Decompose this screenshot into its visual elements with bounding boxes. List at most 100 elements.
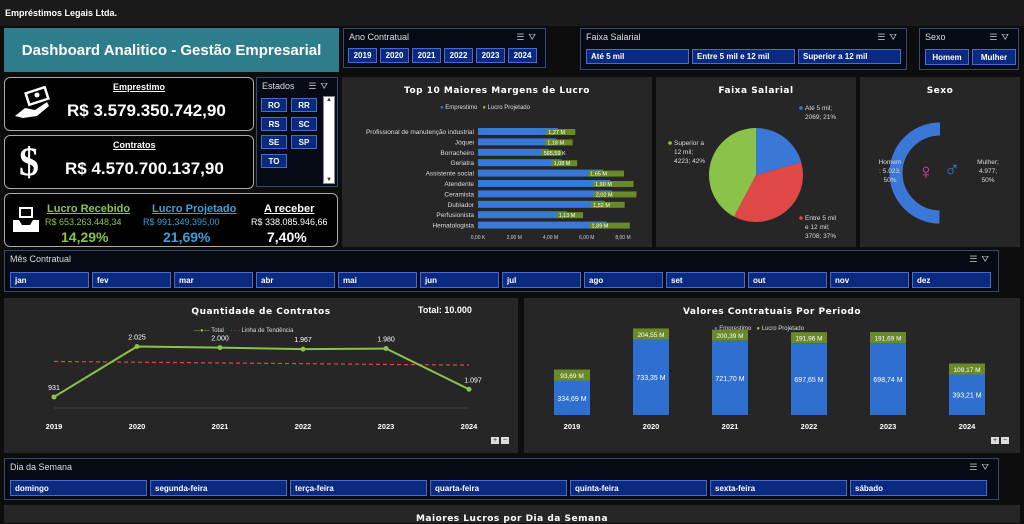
faixa-button-entre-5-mil-e-12-mil[interactable]: Entre 5 mil e 12 mil [692, 49, 795, 64]
ano-button-2024[interactable]: 2024 [508, 48, 537, 63]
ano-button-2022[interactable]: 2022 [444, 48, 473, 63]
mes-button-jun[interactable]: jun [420, 272, 499, 288]
multiselect-filter-icon[interactable]: ☰⛛ [308, 80, 332, 91]
estados-slicer: Estados ☰⛛ ▲ ▼ [256, 77, 338, 187]
estado-button-se[interactable]: SE [261, 135, 287, 149]
x-tick-label: 2021 [722, 422, 739, 431]
data-label: 1,08 M [554, 161, 571, 167]
slicer-scrollbar[interactable]: ▲ ▼ [323, 96, 335, 184]
pie-label: 4223; 42% [674, 158, 705, 165]
a-receber-label: A receber [264, 203, 315, 215]
mes-button-mai[interactable]: mai [338, 272, 417, 288]
data-label: 2.000 [211, 336, 229, 343]
dia-button-sexta-feira[interactable]: sexta-feira [710, 480, 847, 496]
category-label: Atendente [444, 181, 474, 188]
multiselect-filter-icon[interactable]: ☰⛛ [989, 31, 1013, 42]
estado-button-rr[interactable]: RR [291, 98, 317, 112]
donut-label: Mulher; [977, 159, 999, 166]
zoom-buttons[interactable]: + − [991, 437, 1010, 444]
estado-button-rs[interactable]: RS [261, 117, 287, 131]
mes-button-fev[interactable]: fev [92, 272, 171, 288]
top10-chart: Profissional de manutenção industrial 1,2… [366, 128, 637, 241]
ano-button-2020[interactable]: 2020 [380, 48, 409, 63]
zoom-buttons[interactable]: + − [491, 437, 510, 444]
ano-button-2021[interactable]: 2021 [412, 48, 441, 63]
mes-button-jul[interactable]: jul [502, 272, 581, 288]
dia-button-s-bado[interactable]: sábado [850, 480, 987, 496]
estado-button-to[interactable]: TO [261, 154, 287, 168]
expand-icon[interactable]: + [991, 437, 1000, 444]
legend-lucro: Lucro Projetado [761, 326, 804, 332]
x-tick-label: 8,00 M [615, 235, 630, 241]
x-tick-label: 2,00 M [507, 235, 522, 241]
slicer-title: Estados [262, 81, 295, 91]
multiselect-filter-icon[interactable]: ☰⛛ [969, 461, 993, 472]
sexo-button-homem[interactable]: Homem [925, 49, 969, 65]
data-point [383, 346, 389, 352]
dia-button-quarta-feira[interactable]: quarta-feira [430, 480, 567, 496]
multiselect-filter-icon[interactable]: ☰⛛ [969, 253, 993, 264]
multiselect-filter-icon[interactable]: ☰⛛ [516, 31, 540, 42]
ano-button-2019[interactable]: 2019 [348, 48, 377, 63]
data-label-emprestimo: 721,70 M [715, 376, 744, 383]
bar-emprestimo [478, 200, 605, 208]
loan-hand-icon [15, 86, 50, 118]
category-label: Geriatra [451, 160, 475, 167]
valores-bar-chart: 334,69 M 93,69 M 2019 733,35 M 204,55 M 2020 7… [554, 328, 985, 431]
collapse-icon[interactable]: − [501, 437, 510, 444]
pie-label: Até 5 mil; [805, 105, 832, 112]
x-tick-label: 2023 [880, 422, 897, 431]
data-label-emprestimo: 698,74 M [873, 377, 902, 384]
estado-button-sp[interactable]: SP [291, 135, 317, 149]
bar-emprestimo [478, 128, 558, 135]
expand-icon[interactable]: + [491, 437, 500, 444]
estado-button-ro[interactable]: RO [261, 98, 287, 112]
bar-emprestimo [478, 180, 611, 187]
dia-button-quinta-feira[interactable]: quinta-feira [570, 480, 707, 496]
dia-button-domingo[interactable]: domingo [10, 480, 147, 496]
sexo-button-mulher[interactable]: Mulher [972, 49, 1016, 65]
collapse-icon[interactable]: − [1001, 437, 1010, 444]
x-tick-label: 2023 [378, 422, 395, 431]
mes-button-dez[interactable]: dez [912, 272, 991, 288]
quantidade-line-chart: 931 2019 2.025 2020 2.000 2021 1.967 2022 1.980 2… [46, 334, 482, 431]
top10-chart-panel: Top 10 Maiores Margens de Lucro ● Empres… [342, 77, 652, 247]
a-receber-value: R$ 338.085.946,66 [251, 217, 328, 227]
scroll-down-icon[interactable]: ▼ [326, 177, 332, 183]
bar-lucro [870, 332, 906, 344]
multiselect-filter-icon[interactable]: ☰⛛ [877, 31, 901, 42]
data-label: 1.980 [377, 337, 395, 344]
mes-button-out[interactable]: out [748, 272, 827, 288]
faixa-button-superior-a-12-mil[interactable]: Superior a 12 mil [798, 49, 901, 64]
mes-button-set[interactable]: set [666, 272, 745, 288]
slicer-title: Sexo [925, 32, 946, 42]
bar-emprestimo [949, 374, 985, 415]
donut-label: Homem [879, 159, 902, 166]
dia-button-segunda-feira[interactable]: segunda-feira [150, 480, 287, 496]
bar-lucro-label-bg [593, 191, 637, 198]
mes-button-abr[interactable]: abr [256, 272, 335, 288]
x-tick-label: 0,00 K [471, 235, 486, 241]
faixa-button-at-5-mil[interactable]: Até 5 mil [586, 49, 689, 64]
emprestimo-value: R$ 3.579.350.742,90 [67, 101, 226, 120]
mes-button-ago[interactable]: ago [584, 272, 663, 288]
bar-emprestimo [712, 340, 748, 415]
legend-trend: Linha de Tendência [241, 328, 294, 334]
slicer-title: Ano Contratual [349, 32, 410, 42]
mes-button-nov[interactable]: nov [830, 272, 909, 288]
mes-button-jan[interactable]: jan [10, 272, 89, 288]
dashboard-title-bar: Dashboard Analitico - Gestão Empresarial [4, 28, 339, 72]
ano-button-2023[interactable]: 2023 [476, 48, 505, 63]
legend-total: Total [211, 328, 224, 334]
bar-emprestimo [478, 221, 607, 229]
legend-lucro: Lucro Projetado [487, 105, 530, 111]
pie-slice-0 [756, 128, 802, 175]
estado-button-sc[interactable]: SC [291, 117, 317, 131]
lucro-projetado-pct: 21,69% [163, 229, 211, 245]
chart-legend: —●— Total - - - Linha de Tendência [194, 328, 294, 334]
dia-button-ter-a-feira[interactable]: terça-feira [290, 480, 427, 496]
category-label: Borracheiro [440, 150, 474, 157]
scroll-up-icon[interactable]: ▲ [326, 97, 332, 103]
mes-button-mar[interactable]: mar [174, 272, 253, 288]
data-label: 1,52 M [593, 203, 610, 209]
